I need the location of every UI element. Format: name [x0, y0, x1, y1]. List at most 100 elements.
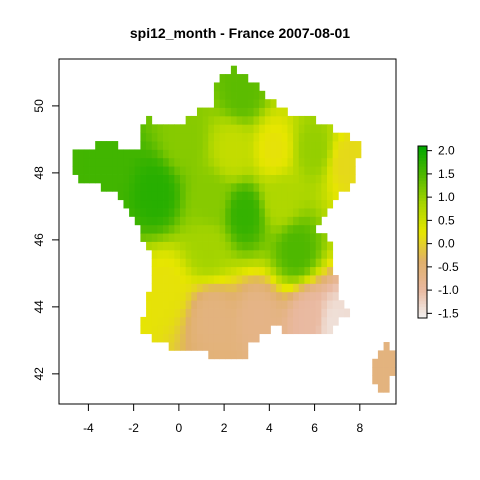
raster-cell — [264, 107, 271, 117]
raster-cell — [315, 249, 322, 259]
raster-cell — [253, 182, 260, 192]
raster-cell — [213, 233, 220, 242]
raster-cell — [157, 174, 164, 184]
raster-cell — [213, 333, 220, 343]
raster-cell — [321, 291, 328, 301]
raster-cell — [196, 266, 204, 276]
raster-cell — [230, 258, 237, 268]
raster-cell — [236, 333, 243, 343]
colorbar-segment — [418, 292, 427, 296]
raster-cell — [389, 367, 396, 376]
raster-cell — [151, 174, 158, 184]
raster-cell — [140, 208, 147, 217]
raster-cell — [236, 174, 243, 184]
raster-cell — [129, 166, 136, 175]
raster-cell — [247, 275, 254, 284]
raster-cell — [185, 300, 192, 309]
raster-cell — [343, 149, 351, 159]
raster-cell — [129, 191, 136, 201]
raster-cell — [163, 174, 170, 184]
raster-cell — [247, 266, 254, 276]
raster-cell — [151, 249, 158, 259]
raster-cell — [225, 216, 232, 226]
raster-cell — [236, 291, 243, 301]
raster-cell — [321, 132, 328, 142]
raster-cell — [310, 266, 317, 276]
raster-cell — [168, 208, 175, 217]
raster-cell — [304, 115, 311, 125]
raster-cell — [89, 174, 96, 184]
raster-cell — [78, 166, 85, 175]
raster-cell — [304, 166, 311, 175]
raster-cell — [230, 199, 237, 209]
raster-cell — [247, 174, 254, 184]
raster-cell — [236, 90, 243, 100]
colorbar-segment — [418, 266, 427, 270]
raster-cell — [174, 132, 181, 142]
raster-cell — [213, 199, 220, 209]
raster-cell — [180, 333, 187, 343]
raster-cell — [134, 149, 141, 159]
raster-cell — [219, 124, 226, 134]
raster-cell — [332, 316, 339, 326]
raster-cell — [146, 300, 153, 309]
raster-cell — [259, 182, 266, 192]
raster-cell — [219, 74, 226, 83]
raster-cell — [287, 325, 294, 335]
raster-cell — [174, 208, 181, 217]
raster-cell — [242, 124, 249, 134]
raster-cell — [213, 308, 220, 318]
raster-cell — [196, 157, 204, 167]
raster-cell — [112, 157, 119, 167]
raster-cell — [213, 174, 220, 184]
raster-cell — [327, 174, 334, 184]
raster-cell — [298, 224, 305, 234]
colorbar-segment — [418, 286, 427, 290]
colorbar-segment — [418, 186, 427, 190]
raster-cell — [151, 258, 158, 268]
colorbar-segment — [418, 306, 427, 310]
raster-cell — [168, 316, 175, 326]
raster-cell — [208, 258, 215, 268]
raster-cell — [236, 182, 243, 192]
raster-cell — [83, 149, 90, 159]
raster-cell — [191, 191, 198, 201]
raster-cell — [185, 191, 192, 201]
raster-cell — [293, 241, 300, 251]
raster-cell — [219, 325, 226, 335]
raster-cell — [174, 266, 181, 276]
raster-cell — [293, 149, 300, 159]
raster-cell — [157, 157, 164, 167]
raster-cell — [140, 166, 147, 175]
raster-cell — [304, 308, 311, 318]
raster-cell — [225, 283, 232, 293]
raster-cell — [287, 191, 294, 201]
raster-cell — [242, 342, 249, 351]
raster-cell — [383, 367, 390, 376]
raster-cell — [236, 208, 243, 217]
raster-cell — [202, 325, 209, 335]
raster-cell — [219, 166, 226, 175]
raster-cell — [321, 166, 328, 175]
raster-cell — [304, 258, 311, 268]
raster-cell — [208, 132, 215, 142]
raster-cell — [151, 208, 158, 217]
raster-cell — [287, 249, 294, 259]
raster-cell — [208, 182, 215, 192]
raster-cell — [219, 132, 226, 142]
raster-cell — [225, 99, 232, 108]
raster-cell — [253, 216, 260, 226]
raster-cell — [338, 149, 345, 159]
raster-cell — [208, 300, 215, 309]
raster-cell — [163, 249, 170, 259]
raster-cell — [191, 275, 198, 284]
raster-cell — [293, 258, 300, 268]
raster-cell — [310, 115, 317, 125]
raster-cell — [242, 291, 249, 301]
raster-cell — [174, 300, 181, 309]
colorbar-segment — [418, 217, 427, 222]
raster-cell — [321, 275, 328, 284]
raster-cell — [185, 258, 192, 268]
raster-cell — [281, 182, 288, 192]
raster-cell — [259, 199, 266, 209]
